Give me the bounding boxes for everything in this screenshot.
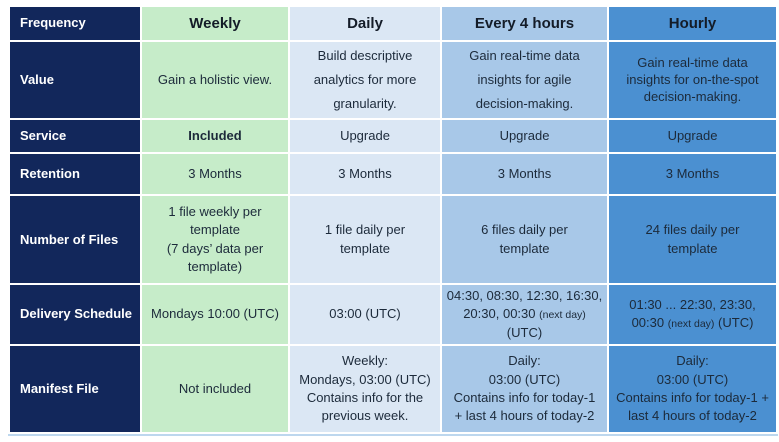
cell-files-every-4-hours: 6 files daily per template — [442, 196, 607, 284]
cell-service-every-4-hours: Upgrade — [442, 120, 607, 153]
cell-service-hourly: Upgrade — [609, 120, 776, 153]
row-label-value: Value — [10, 42, 140, 119]
row-label-service: Service — [10, 120, 140, 153]
cell-files-daily: 1 file daily per template — [290, 196, 440, 284]
cell-manifest-every-4-hours: Daily: 03:00 (UTC) Contains info for tod… — [442, 345, 607, 432]
schedule-hourly-next-day-note: (next day) — [667, 318, 715, 331]
column-header-hourly: Hourly — [609, 7, 776, 40]
cell-value-hourly: Gain real-time data insights for on-the-… — [609, 42, 776, 119]
schedule-every4-timezone: (UTC) — [506, 324, 543, 340]
table-row-delivery-schedule: Delivery Schedule Mondays 10:00 (UTC) 03… — [10, 285, 776, 344]
cell-value-daily: Build descriptive analytics for more gra… — [290, 42, 440, 119]
table-row-value: Value Gain a holistic view. Build descri… — [10, 42, 776, 119]
cell-service-daily: Upgrade — [290, 120, 440, 153]
schedule-every4-next-day-note: (next day) — [539, 309, 586, 322]
frequency-comparison-table: Frequency Weekly Daily Every 4 hours Hou… — [8, 5, 778, 436]
cell-value-every-4-hours: Gain real-time data insights for agile d… — [442, 42, 607, 119]
row-label-manifest-file: Manifest File — [10, 345, 140, 432]
cell-files-weekly: 1 file weekly per template (7 days’ data… — [142, 196, 288, 284]
cell-schedule-weekly: Mondays 10:00 (UTC) — [142, 285, 288, 344]
schedule-hourly-timezone: (UTC) — [714, 315, 754, 331]
row-label-frequency: Frequency — [10, 7, 140, 40]
table-row-retention: Retention 3 Months 3 Months 3 Months 3 M… — [10, 154, 776, 195]
cell-schedule-daily: 03:00 (UTC) — [290, 285, 440, 344]
cell-schedule-every-4-hours: 04:30, 08:30, 12:30, 16:30, 20:30, 00:30… — [442, 285, 607, 344]
column-header-daily: Daily — [290, 7, 440, 40]
row-label-retention: Retention — [10, 154, 140, 195]
row-label-delivery-schedule: Delivery Schedule — [10, 285, 140, 344]
cell-retention-weekly: 3 Months — [142, 154, 288, 195]
cell-manifest-hourly: Daily: 03:00 (UTC) Contains info for tod… — [609, 345, 776, 432]
cell-manifest-weekly: Not included — [142, 345, 288, 432]
cell-value-weekly: Gain a holistic view. — [142, 42, 288, 119]
cell-retention-hourly: 3 Months — [609, 154, 776, 195]
cell-schedule-hourly: 01:30 ... 22:30, 23:30, 00:30 (next day)… — [609, 285, 776, 344]
cell-manifest-daily: Weekly: Mondays, 03:00 (UTC) Contains in… — [290, 345, 440, 432]
row-label-number-of-files: Number of Files — [10, 196, 140, 284]
column-header-every-4-hours: Every 4 hours — [442, 7, 607, 40]
schedule-every4-times: 04:30, 08:30, 12:30, 16:30, 20:30, 00:30 — [446, 288, 603, 322]
cell-service-weekly: Included — [142, 120, 288, 153]
schedule-hourly-times: 01:30 ... 22:30, 23:30, 00:30 — [629, 297, 756, 331]
table-row-manifest-file: Manifest File Not included Weekly: Monda… — [10, 345, 776, 432]
cell-files-hourly: 24 files daily per template — [609, 196, 776, 284]
cell-retention-every-4-hours: 3 Months — [442, 154, 607, 195]
table-row-number-of-files: Number of Files 1 file weekly per templa… — [10, 196, 776, 284]
cell-retention-daily: 3 Months — [290, 154, 440, 195]
table-row-service: Service Included Upgrade Upgrade Upgrade — [10, 120, 776, 153]
table-row-header: Frequency Weekly Daily Every 4 hours Hou… — [10, 7, 776, 40]
column-header-weekly: Weekly — [142, 7, 288, 40]
